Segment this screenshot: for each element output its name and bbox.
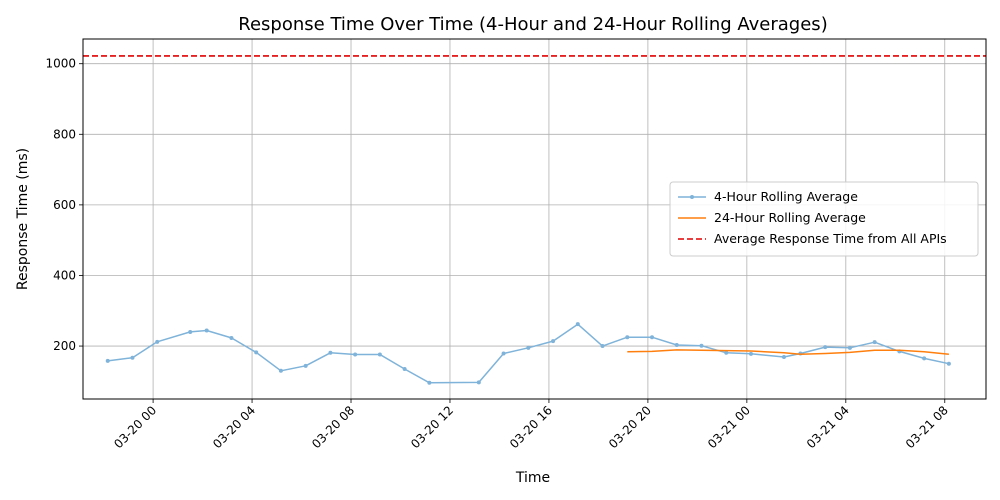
y-tick-label: 600: [53, 198, 76, 212]
series-0-point: [155, 339, 160, 344]
series-0-point: [402, 367, 407, 371]
x-tick-label: 03-20 04: [210, 403, 258, 451]
y-tick-label: 1000: [45, 57, 76, 71]
series-0-point: [204, 328, 209, 333]
series-0-point: [526, 345, 531, 350]
x-tick-label: 03-20 20: [606, 403, 654, 451]
series-0-point: [674, 343, 679, 347]
series-0-point: [501, 351, 506, 356]
series-layer: [105, 322, 951, 385]
series-0-point: [427, 380, 432, 385]
series-0-point: [105, 358, 110, 363]
series-0-point: [254, 350, 259, 355]
x-tick-label: 03-20 08: [309, 403, 357, 451]
series-0-point: [781, 355, 786, 359]
y-axis-ticks: 200 400 600 800 1000: [45, 57, 83, 353]
legend-label-reference: Average Response Time from All APIs: [714, 231, 947, 246]
legend-swatch-4h-dot: [690, 195, 694, 199]
x-tick-label: 03-21 04: [804, 403, 852, 451]
series-0-point: [946, 361, 951, 366]
series-0-point: [600, 344, 605, 349]
series-0-point: [724, 350, 729, 355]
y-axis-label: Response Time (ms): [15, 148, 31, 290]
series-0-point: [650, 335, 655, 340]
y-tick-label: 400: [53, 268, 76, 282]
x-tick-label: 03-20 12: [408, 403, 456, 451]
legend-label-4h: 4-Hour Rolling Average: [714, 189, 858, 204]
x-tick-label: 03-21 00: [705, 403, 753, 451]
y-tick-label: 800: [53, 127, 76, 141]
series-0-point: [328, 350, 333, 355]
series-0-point: [823, 345, 828, 350]
series-0-point: [625, 335, 630, 340]
y-tick-label: 200: [53, 339, 76, 353]
legend-box: [669, 181, 979, 257]
series-0-point: [229, 335, 234, 340]
legend: 4-Hour Rolling Average 24-Hour Rolling A…: [669, 181, 979, 257]
x-tick-label: 03-20 00: [111, 403, 159, 451]
chart-title: Response Time Over Time (4-Hour and 24-H…: [238, 14, 827, 35]
series-0-point: [377, 352, 382, 357]
x-tick-label: 03-20 16: [507, 403, 555, 451]
series-0-point: [278, 368, 283, 373]
series-0-point: [847, 345, 852, 350]
series-0-point: [575, 322, 580, 327]
plot-area-frame: [82, 38, 987, 400]
series-0-point: [748, 351, 753, 356]
series-0-point: [303, 363, 308, 368]
series-0-point: [476, 380, 481, 385]
series-0-point: [551, 339, 556, 344]
series-line-1: [627, 349, 949, 355]
x-axis-label: Time: [515, 470, 550, 486]
legend-label-24h: 24-Hour Rolling Average: [714, 210, 866, 225]
series-0-point: [130, 355, 135, 360]
series-line-0: [107, 323, 950, 384]
series-0-point: [922, 356, 927, 361]
series-0-point: [188, 329, 193, 334]
series-0-point: [872, 340, 877, 345]
x-axis-ticks: 03-20 00 03-20 04 03-20 08 03-20 12 03-20 16…: [111, 399, 951, 451]
series-0-point: [699, 343, 704, 348]
x-tick-label: 03-21 08: [903, 403, 951, 451]
series-0-point: [353, 352, 358, 357]
